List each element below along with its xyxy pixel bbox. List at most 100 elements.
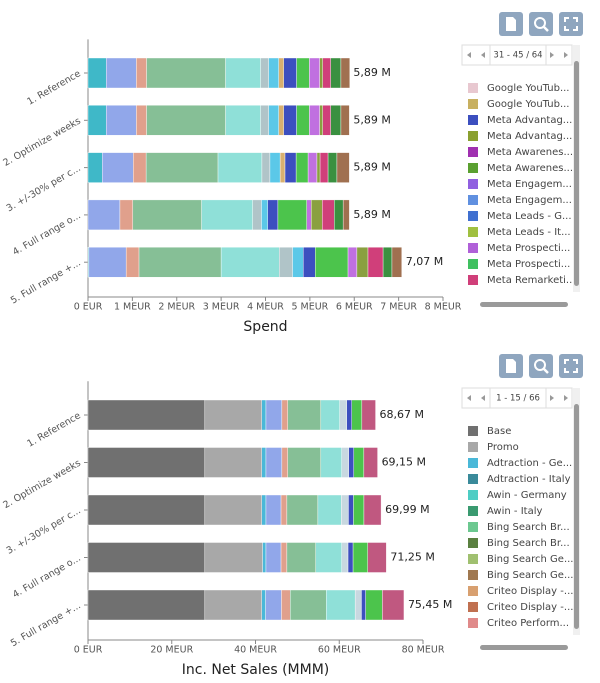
bar-segment (309, 105, 320, 136)
legend-label: Bing Search Ge... (487, 570, 573, 581)
bar-segment (327, 152, 338, 183)
legend-label: Meta Prospecti... (487, 259, 570, 270)
bar-segment (319, 152, 329, 183)
legend-swatch (468, 179, 478, 189)
icon (534, 17, 546, 29)
pager-arrow[interactable] (467, 395, 471, 401)
legend-swatch (468, 506, 478, 516)
bar-segment (319, 105, 323, 136)
bar-segment (339, 399, 347, 431)
pager-arrow[interactable] (564, 395, 568, 401)
bar-segment (260, 105, 269, 136)
legend-label: Meta Awarenes... (487, 163, 573, 174)
bar-segment (87, 589, 206, 621)
export-button[interactable] (499, 354, 523, 378)
bar-segment (225, 57, 261, 89)
legend-label: Bing Search Br... (487, 538, 570, 549)
bar-segment (348, 447, 355, 478)
legend-label: Criteo Display -... (487, 602, 573, 613)
y-tick-label: 5. Full range +... (9, 257, 83, 306)
bar-segment (261, 399, 267, 431)
x-tick-label: 0 EUR (74, 645, 103, 656)
legend-swatch (468, 570, 478, 580)
bar-segment (330, 57, 342, 89)
bar-segment (87, 494, 206, 526)
fullscreen-button[interactable] (559, 354, 583, 378)
pager-arrow[interactable] (467, 52, 471, 58)
bar-segment (341, 542, 349, 573)
legend-swatch (468, 474, 478, 484)
legend-swatch (468, 147, 478, 157)
zoom-button[interactable] (529, 12, 553, 36)
pager-arrow[interactable] (481, 395, 485, 401)
y-tick-label: 2. Optimize weeks (1, 458, 82, 511)
bar-segment (320, 399, 340, 431)
bar-segment (105, 57, 137, 89)
bar-segment (306, 199, 312, 231)
x-axis-title: Inc. Net Sales (MMM) (182, 662, 330, 678)
bar-segment (340, 57, 351, 89)
total-label: 5,89 M (353, 208, 390, 221)
bar-segment (146, 105, 226, 136)
bar-segment (341, 494, 349, 526)
bar-segment (262, 542, 267, 573)
pager-arrow[interactable] (564, 52, 568, 58)
bar-segment (265, 542, 282, 573)
bar-segment (287, 399, 322, 431)
scroll-thumb[interactable] (574, 61, 579, 286)
bar-segment (311, 199, 323, 231)
bar-segment (136, 57, 147, 89)
hscroll-thumb[interactable] (480, 645, 568, 650)
y-tick-label: 4. Full range o... (11, 553, 83, 601)
bar-segment (322, 199, 335, 231)
legend-label: Google YouTub... (487, 83, 570, 94)
bar-segment (315, 246, 349, 278)
legend-swatch (468, 522, 478, 532)
bar-segment (267, 199, 279, 231)
legend-swatch (468, 259, 478, 269)
legend-label: Awin - Italy (487, 506, 542, 517)
total-label: 68,67 M (380, 408, 424, 421)
legend-label: Meta Prospecti... (487, 243, 570, 254)
pager-arrow[interactable] (481, 52, 485, 58)
pager-arrow[interactable] (550, 395, 554, 401)
legend-label: Base (487, 426, 511, 437)
bar-segment (87, 447, 206, 478)
legend-swatch (468, 131, 478, 141)
y-tick-label: 4. Full range o... (11, 210, 83, 258)
bar-segment (347, 246, 358, 278)
hscroll-thumb[interactable] (480, 302, 568, 307)
bar-segment (260, 57, 269, 89)
bar-segment (330, 105, 342, 136)
x-tick-label: 5 MEUR (291, 302, 328, 313)
scroll-thumb[interactable] (574, 404, 579, 629)
bar-segment (281, 399, 288, 431)
bar-segment (265, 447, 283, 478)
pager-arrow[interactable] (550, 52, 554, 58)
x-tick-label: 2 MEUR (158, 302, 195, 313)
bar-segment (341, 447, 349, 478)
bar-segment (125, 246, 140, 278)
bar-segment (292, 246, 304, 278)
legend-swatch (468, 163, 478, 173)
y-tick-label: 3. +/-30% per c... (5, 163, 83, 214)
fullscreen-button[interactable] (559, 12, 583, 36)
bar-segment (265, 399, 283, 431)
bar-segment (220, 246, 280, 278)
bar-segment (290, 589, 327, 621)
legend-swatch (468, 83, 478, 93)
x-tick-label: 3 MEUR (203, 302, 240, 313)
bar-segment (146, 57, 226, 89)
bar-segment (278, 105, 284, 136)
bar-segment (87, 105, 107, 136)
bar-segment (145, 152, 219, 183)
legend-swatch (468, 275, 478, 285)
legend-label: Adtraction - Ge... (487, 458, 572, 469)
bar-segment (347, 542, 354, 573)
zoom-button[interactable] (529, 354, 553, 378)
bar-segment (334, 199, 344, 231)
bar-segment (303, 246, 316, 278)
bar-segment (340, 105, 350, 136)
bar-segment (317, 494, 342, 526)
export-button[interactable] (499, 12, 523, 36)
